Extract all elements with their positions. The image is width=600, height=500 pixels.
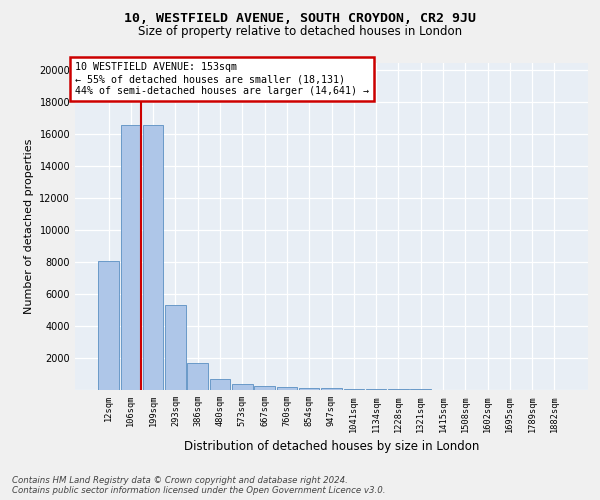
Bar — [388, 389, 409, 390]
Y-axis label: Number of detached properties: Number of detached properties — [24, 138, 34, 314]
Bar — [299, 388, 319, 390]
Text: 10 WESTFIELD AVENUE: 153sqm
← 55% of detached houses are smaller (18,131)
44% of: 10 WESTFIELD AVENUE: 153sqm ← 55% of det… — [75, 62, 369, 96]
Bar — [254, 386, 275, 390]
Bar — [187, 362, 208, 390]
Text: Size of property relative to detached houses in London: Size of property relative to detached ho… — [138, 25, 462, 38]
Bar — [143, 125, 163, 390]
Bar — [344, 388, 364, 390]
Bar — [210, 379, 230, 390]
Bar — [165, 306, 186, 390]
Text: 10, WESTFIELD AVENUE, SOUTH CROYDON, CR2 9JU: 10, WESTFIELD AVENUE, SOUTH CROYDON, CR2… — [124, 12, 476, 26]
Bar — [321, 388, 342, 390]
Text: Contains HM Land Registry data © Crown copyright and database right 2024.
Contai: Contains HM Land Registry data © Crown c… — [12, 476, 386, 495]
Bar — [277, 387, 297, 390]
Bar — [98, 262, 119, 390]
X-axis label: Distribution of detached houses by size in London: Distribution of detached houses by size … — [184, 440, 479, 453]
Bar — [121, 125, 141, 390]
Bar — [232, 384, 253, 390]
Bar — [366, 389, 386, 390]
